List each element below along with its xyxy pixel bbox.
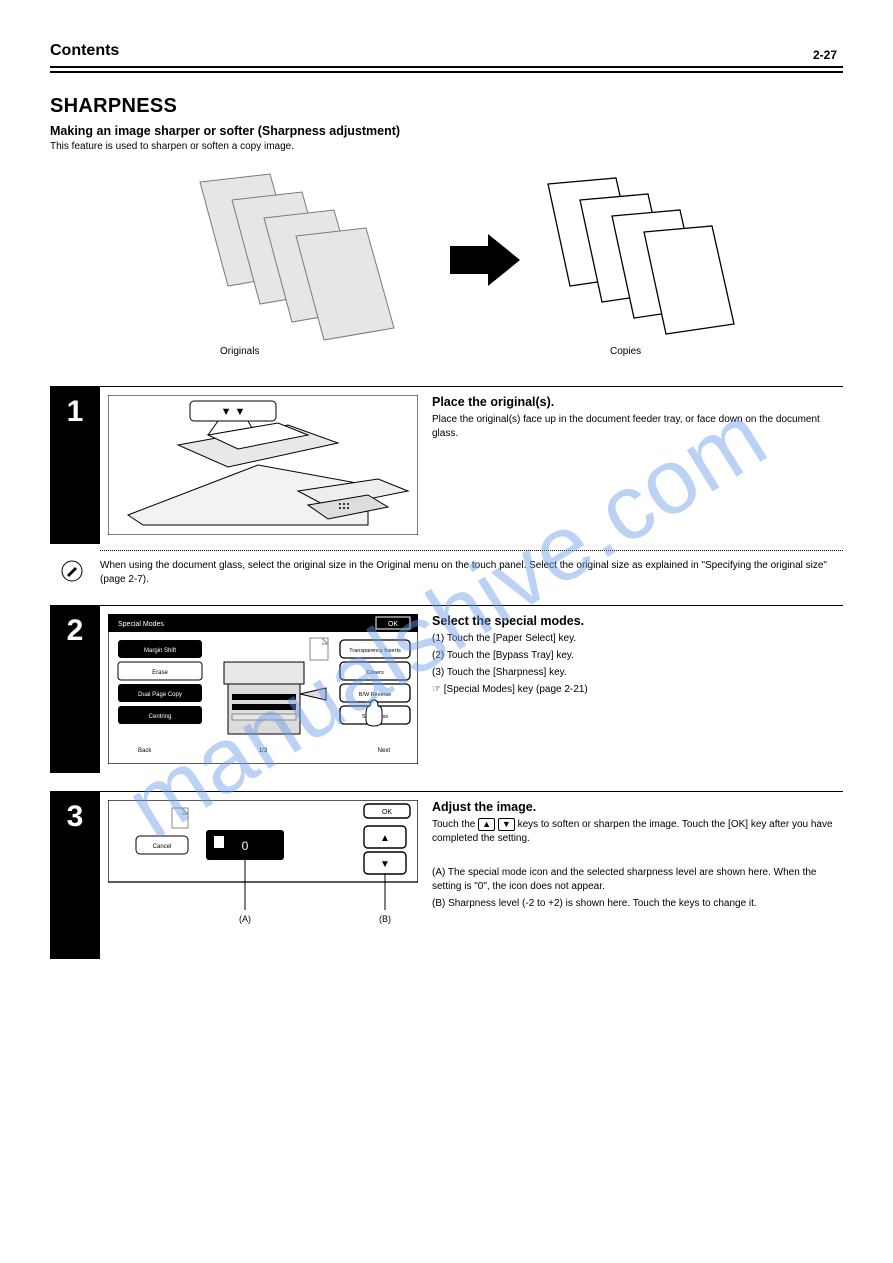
sharpness-diagram: Originals Copies <box>50 164 843 364</box>
callout-a: (A) The special mode icon and the select… <box>432 866 843 894</box>
header-title: Contents <box>50 42 843 60</box>
diagram-svg: Originals Copies <box>50 164 840 364</box>
step-3: 3 OK Cancel 0 <box>50 791 843 959</box>
svg-text:1/3: 1/3 <box>259 748 268 754</box>
step-1-number: 1 <box>50 387 100 544</box>
section-subtitle: Making an image sharper or softer (Sharp… <box>50 124 843 138</box>
section-title: SHARPNESS <box>50 95 843 118</box>
svg-text:OK: OK <box>382 809 392 816</box>
step-1-note: When using the document glass, select th… <box>50 557 843 587</box>
svg-text:Special Modes: Special Modes <box>118 621 164 628</box>
svg-text:(B): (B) <box>379 914 391 924</box>
step-2: 2 Special Modes OK Margin Shift Erase Du… <box>50 605 843 773</box>
step-1-heading: Place the original(s). <box>432 395 843 409</box>
down-arrow-icon: ▼ <box>498 818 515 831</box>
svg-text:Transparency Inserts: Transparency Inserts <box>349 648 401 654</box>
svg-text:Centring: Centring <box>149 714 172 720</box>
step-3-body: Touch the ▲ ▼ keys to soften or sharpen … <box>432 818 843 846</box>
section-intro: This feature is used to sharpen or softe… <box>50 140 843 154</box>
svg-text:OK: OK <box>388 621 398 628</box>
step-2-li1: (1) Touch the [Paper Select] key. <box>432 632 843 646</box>
step-1-illustration: ▼ ▼ <box>108 395 418 535</box>
step-2-li3: (3) Touch the [Sharpness] key. <box>432 666 843 680</box>
svg-text:Erase: Erase <box>152 670 168 676</box>
step-3-ui-screenshot: OK Cancel 0 ▲ ▼ (A <box>108 800 418 950</box>
orig-label: Originals <box>220 346 259 357</box>
svg-text:Back: Back <box>138 748 152 754</box>
callout-b: (B) Sharpness level (-2 to +2) is shown … <box>432 897 843 911</box>
step-3-heading: Adjust the image. <box>432 800 843 814</box>
svg-text:Cancel: Cancel <box>153 844 172 850</box>
step-1: 1 ▼ ▼ <box>50 386 843 587</box>
svg-text:(A): (A) <box>239 914 251 924</box>
step-2-heading: Select the special modes. <box>432 614 843 628</box>
svg-text:Dual Page Copy: Dual Page Copy <box>138 692 182 698</box>
header-rule <box>50 66 843 73</box>
step-2-crossref: ☞ [Special Modes] key (page 2-21) <box>432 683 843 697</box>
pencil-note-icon <box>60 559 84 583</box>
page-number: 2-27 <box>813 48 837 62</box>
page-root: manualshive.com Contents 2-27 SHARPNESS … <box>0 0 893 1263</box>
step-2-ui-screenshot: Special Modes OK Margin Shift Erase Dual… <box>108 614 418 764</box>
svg-text:▲: ▲ <box>380 833 390 844</box>
step-2-number: 2 <box>50 606 100 773</box>
svg-text:Covers: Covers <box>366 670 384 676</box>
up-arrow-icon: ▲ <box>478 818 495 831</box>
svg-text:B/W Reverse: B/W Reverse <box>359 692 391 698</box>
svg-text:Margin Shift: Margin Shift <box>144 648 176 654</box>
svg-text:▼ ▼: ▼ ▼ <box>221 406 246 418</box>
copy-label: Copies <box>610 346 641 357</box>
svg-text:0: 0 <box>242 839 249 853</box>
step-1-body: Place the original(s) face up in the doc… <box>432 413 843 441</box>
step-3-number: 3 <box>50 792 100 959</box>
step-2-li2: (2) Touch the [Bypass Tray] key. <box>432 649 843 663</box>
svg-text:▼: ▼ <box>380 859 390 870</box>
arrow-icon <box>450 234 520 286</box>
svg-text:Next: Next <box>378 748 391 754</box>
